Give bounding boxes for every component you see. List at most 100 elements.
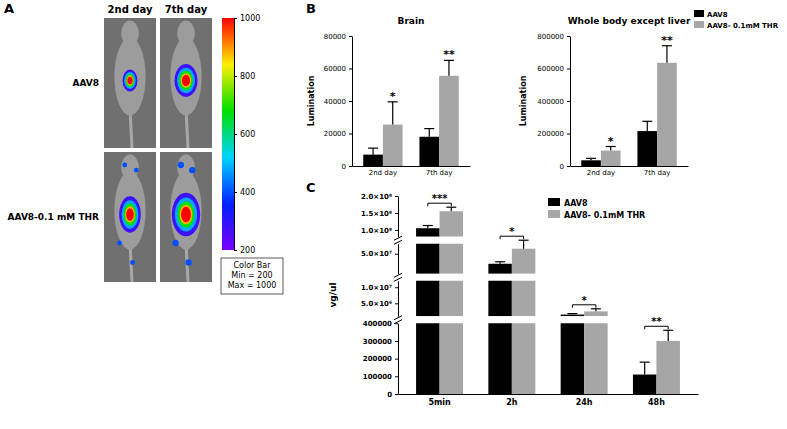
error-cap — [591, 308, 601, 309]
tick-mark — [349, 69, 352, 70]
legend-label: AAV8 — [564, 199, 588, 208]
legend-entry: AAV8- 0.1mM THR — [694, 21, 779, 30]
row-label: AAV8-0.1 mM THR — [8, 212, 99, 222]
bar — [440, 211, 463, 236]
mouse-head — [177, 155, 195, 181]
legend-swatch — [548, 210, 560, 218]
error-bar — [663, 330, 673, 341]
tick-label: 2nd day — [587, 169, 615, 177]
legend-entry: AAV8- 0.1mM THR — [548, 210, 645, 220]
tick-label: 1.0×10⁸ — [361, 227, 392, 235]
tick-label: 5.0×10⁷ — [361, 250, 392, 258]
error-cap — [519, 240, 529, 241]
tick: 7th day — [644, 166, 671, 177]
error-line — [666, 46, 667, 63]
tick-mark — [567, 36, 570, 37]
colorbar-caption: Max = 1000 — [228, 281, 277, 290]
plot-segment — [416, 211, 463, 236]
tick: 24h — [576, 394, 593, 407]
bar — [633, 375, 656, 394]
tick: 200000 — [537, 130, 570, 138]
mouse-image — [104, 152, 156, 282]
axis: 5.0×10⁷ — [361, 244, 399, 274]
tick-label: 300000 — [363, 338, 392, 346]
tick-label: 0 — [387, 391, 392, 399]
axis: 5min2h24h48h — [399, 394, 699, 407]
tick: 200 — [234, 246, 255, 255]
signal-spot — [178, 162, 184, 168]
colorbar-caption: Min = 200 — [231, 271, 272, 280]
mouse-image — [160, 152, 212, 282]
significance: ** — [651, 316, 662, 327]
mouse-image — [160, 18, 212, 148]
significance: ** — [443, 48, 455, 61]
signal-blob — [172, 193, 200, 237]
plot-area — [363, 60, 459, 166]
tick-label: 0 — [560, 163, 564, 171]
tick-label: 5min — [428, 398, 451, 407]
error-bar — [424, 129, 434, 137]
signal-blob — [181, 207, 191, 222]
legend-entry: AAV8 — [694, 10, 728, 19]
error-cap — [586, 158, 596, 159]
error-line — [372, 148, 373, 155]
error-line — [429, 129, 430, 137]
signal-blob — [175, 64, 198, 97]
bar — [581, 160, 601, 166]
axis-line — [398, 281, 399, 316]
bar — [440, 323, 463, 394]
bar — [363, 155, 383, 166]
tick-mark — [234, 250, 237, 251]
tick: 1000 — [234, 14, 260, 23]
bar — [440, 244, 463, 274]
signal-blob — [182, 75, 190, 86]
tick: 400000 — [363, 320, 398, 328]
tick-mark — [395, 394, 398, 395]
axis-title: vg/ul — [328, 282, 338, 307]
error-bar — [423, 226, 433, 229]
signal-spot — [134, 168, 139, 173]
tick-label: 1000 — [240, 14, 260, 23]
error-bar — [495, 262, 505, 264]
signal-blob — [119, 196, 141, 232]
chart-title: Whole body except liver — [568, 16, 691, 26]
bar — [416, 228, 439, 236]
column-label: 2nd day — [108, 4, 153, 15]
bar — [512, 249, 535, 274]
axis: 5.0×10⁶1.0×10⁷ — [361, 281, 399, 316]
tick: 1.5×10⁸ — [361, 210, 398, 218]
tick: 40000 — [324, 98, 352, 106]
tick: 5.0×10⁶ — [361, 300, 398, 308]
tick-label: 400000 — [537, 98, 564, 106]
signal-blob — [180, 205, 193, 225]
axis-line — [398, 324, 399, 395]
panel-label: A — [4, 1, 14, 16]
tick-mark — [234, 18, 237, 19]
tick: 2h — [506, 394, 518, 407]
axis-title: Lumination — [519, 75, 528, 126]
tick: 7th day — [426, 166, 453, 177]
signal-spot — [185, 259, 191, 265]
tick-label: 1.5×10⁸ — [361, 210, 392, 218]
tick-label: 7th day — [426, 169, 453, 177]
tick-mark — [349, 36, 352, 37]
legend-swatch — [694, 21, 704, 28]
image-background — [160, 18, 212, 148]
tick: 2nd day — [587, 166, 615, 177]
error-bar — [444, 60, 454, 75]
tick-mark — [395, 303, 398, 304]
axis: 0200000400000600000800000 — [537, 33, 570, 171]
error-line — [523, 240, 524, 249]
tick-mark — [234, 192, 237, 193]
axis: 2004006008001000 — [234, 14, 260, 255]
axis: 2nd day 7th day — [571, 166, 689, 177]
tick: 0 — [387, 391, 398, 399]
signal-blob — [127, 77, 132, 85]
tick-mark — [395, 287, 398, 288]
tick: 600 — [234, 130, 255, 139]
tick: 0 — [342, 163, 352, 171]
error-cap — [567, 313, 577, 314]
signal-spot — [172, 240, 178, 246]
significance: * — [509, 226, 515, 237]
axis: 0100000200000300000400000 — [363, 320, 399, 399]
